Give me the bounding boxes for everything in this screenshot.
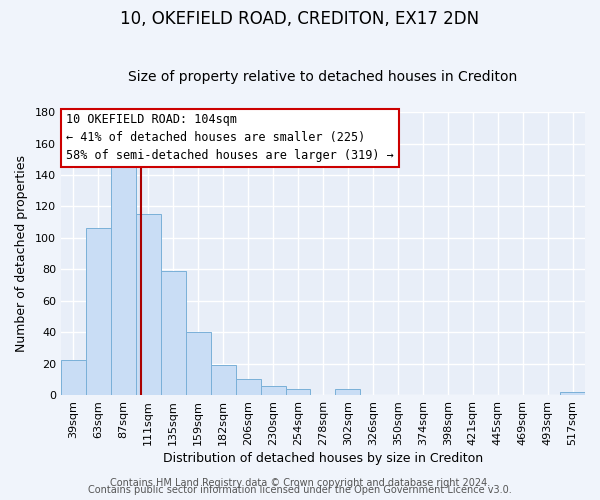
Bar <box>260 386 286 395</box>
X-axis label: Distribution of detached houses by size in Crediton: Distribution of detached houses by size … <box>163 452 483 465</box>
Text: 10 OKEFIELD ROAD: 104sqm
← 41% of detached houses are smaller (225)
58% of semi-: 10 OKEFIELD ROAD: 104sqm ← 41% of detach… <box>66 114 394 162</box>
Bar <box>236 380 260 395</box>
Bar <box>86 228 111 395</box>
Bar <box>111 164 136 395</box>
Bar <box>211 365 236 395</box>
Y-axis label: Number of detached properties: Number of detached properties <box>15 155 28 352</box>
Text: Contains public sector information licensed under the Open Government Licence v3: Contains public sector information licen… <box>88 485 512 495</box>
Bar <box>286 389 310 395</box>
Bar <box>560 392 585 395</box>
Bar <box>186 332 211 395</box>
Bar <box>136 214 161 395</box>
Title: Size of property relative to detached houses in Crediton: Size of property relative to detached ho… <box>128 70 518 85</box>
Bar <box>335 389 361 395</box>
Text: Contains HM Land Registry data © Crown copyright and database right 2024.: Contains HM Land Registry data © Crown c… <box>110 478 490 488</box>
Text: 10, OKEFIELD ROAD, CREDITON, EX17 2DN: 10, OKEFIELD ROAD, CREDITON, EX17 2DN <box>121 10 479 28</box>
Bar <box>61 360 86 395</box>
Bar <box>161 271 186 395</box>
